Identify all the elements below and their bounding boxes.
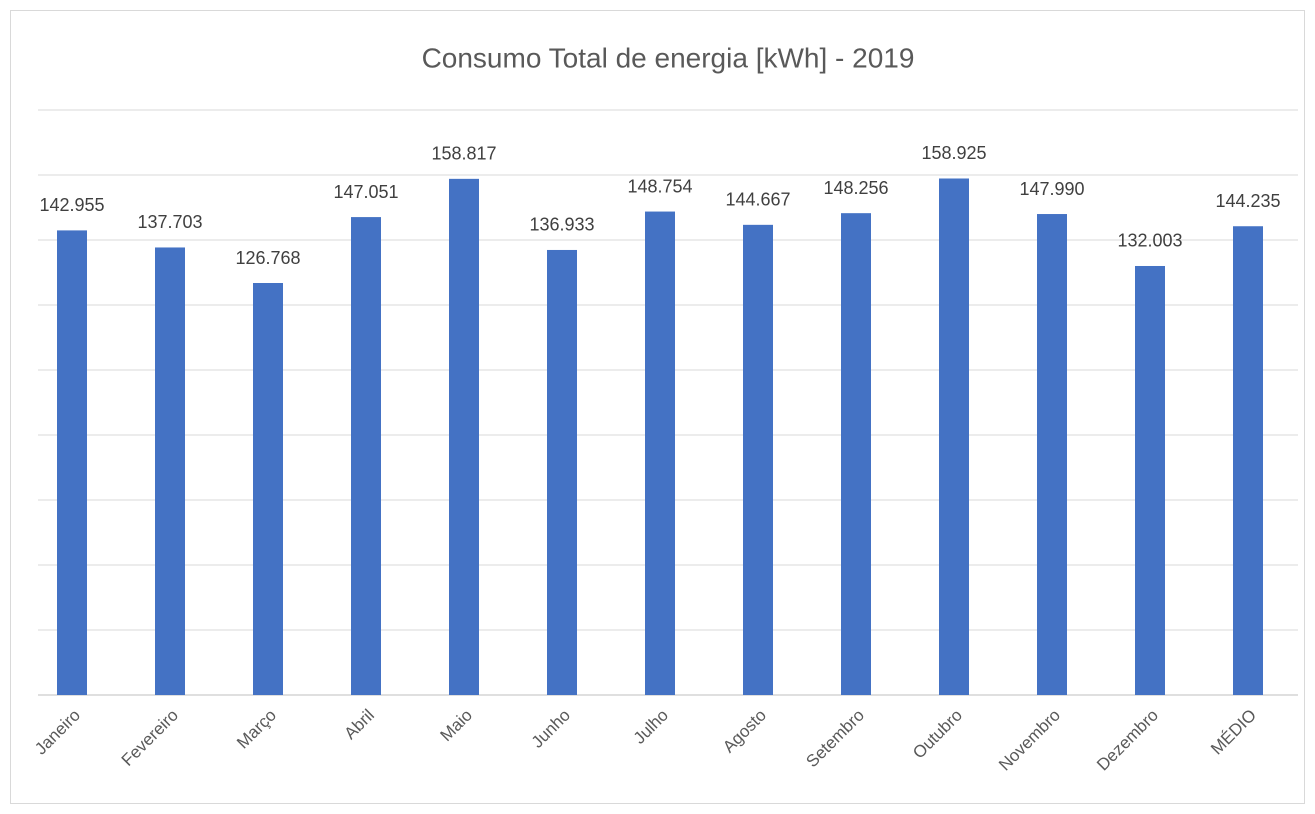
bar: [547, 249, 577, 695]
data-label: 147.051: [333, 182, 398, 202]
bar: [939, 178, 969, 695]
bar: [743, 224, 773, 695]
data-label: 136.933: [529, 215, 594, 235]
data-label: 148.256: [823, 178, 888, 198]
bar: [351, 217, 381, 696]
bar: [449, 178, 479, 696]
bar: [155, 247, 185, 695]
data-label: 142.955: [39, 195, 104, 215]
data-label: 144.667: [725, 190, 790, 210]
bar: [253, 283, 283, 695]
data-label: 158.817: [431, 144, 496, 164]
data-label: 158.925: [921, 143, 986, 163]
bar: [1233, 226, 1263, 695]
data-label: 147.990: [1019, 179, 1084, 199]
data-label: 137.703: [137, 212, 202, 232]
data-label: 148.754: [627, 176, 692, 196]
data-label: 132.003: [1117, 231, 1182, 251]
bar: [1135, 265, 1165, 695]
bar: [1037, 214, 1067, 695]
data-label: 144.235: [1215, 191, 1280, 211]
bar: [57, 230, 87, 696]
data-label: 126.768: [235, 248, 300, 268]
chart-title: Consumo Total de energia [kWh] - 2019: [422, 42, 915, 73]
bar: [841, 213, 871, 695]
bar: [645, 211, 675, 695]
